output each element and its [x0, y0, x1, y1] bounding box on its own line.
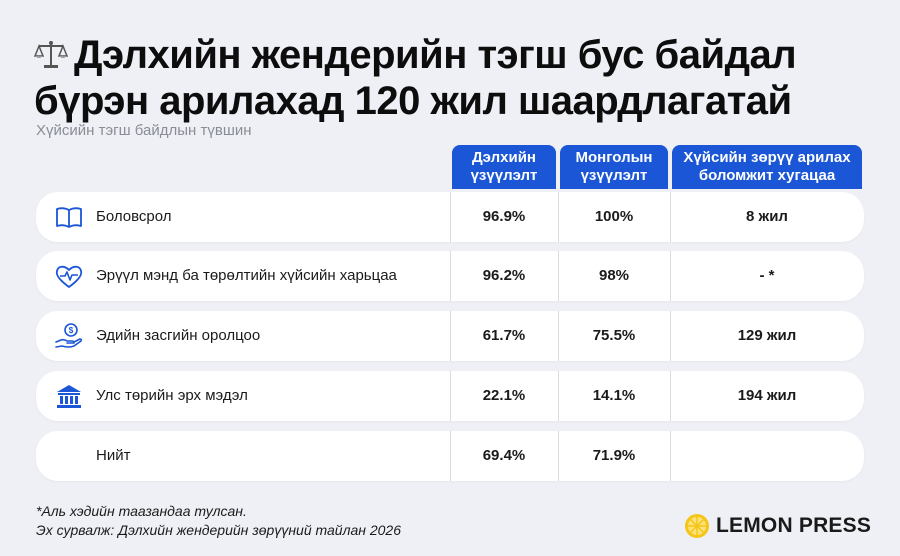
column-divider [450, 192, 451, 242]
mongolia-value: 98% [598, 267, 630, 284]
column-divider [670, 371, 671, 421]
page-title: Дэлхийн жендерийн тэгш бус байдал бүрэн … [34, 32, 874, 124]
gap-value: 8 жил [746, 208, 788, 225]
mongolia-value: 14.1% [592, 387, 636, 404]
column-divider [450, 251, 451, 301]
gap-value [672, 431, 862, 481]
world-value: 61.7% [482, 327, 526, 344]
world-value: 96.2% [482, 267, 526, 284]
table-row: Эрүүл мэнд ба төрөлтийн хүйсийн харьцаа … [36, 251, 864, 301]
heart-pulse-icon [55, 265, 83, 288]
mongolia-value: 100% [594, 208, 634, 225]
column-divider [450, 371, 451, 421]
book-icon [56, 207, 82, 228]
mongolia-value: 75.5% [592, 327, 636, 344]
column-divider [450, 431, 451, 481]
column-divider [558, 431, 559, 481]
gap-value: 129 жил [737, 327, 797, 344]
row-label: Эрүүл мэнд ба төрөлтийн хүйсийн харьцаа [96, 267, 397, 284]
table-row: Боловсрол 96.9% 100% 8 жил [36, 192, 864, 242]
page-title-text: Дэлхийн жендерийн тэгш бус байдал бүрэн … [34, 33, 797, 123]
lemon-icon [685, 514, 709, 538]
column-divider [558, 251, 559, 301]
column-divider [670, 431, 671, 481]
world-value: 96.9% [482, 208, 526, 225]
footnote-source: Эх сурвалж: Дэлхийн жендерийн зөрүүний т… [36, 522, 402, 538]
column-divider [670, 192, 671, 242]
row-label: Нийт [96, 447, 131, 464]
column-header-gap-text: Хүйсийн зөрүү арилах боломжит хугацаа [683, 149, 851, 184]
scale-icon [34, 41, 68, 68]
footnote: *Аль хэдийн таазандаа тулсан. Эх сурвалж… [36, 502, 401, 540]
world-value: 69.4% [482, 447, 526, 464]
column-header-gap: Хүйсийн зөрүү арилах боломжит хугацаа [672, 145, 862, 189]
column-divider [450, 311, 451, 361]
row-label: Эдийн засгийн оролцоо [96, 327, 261, 344]
row-label: Улс төрийн эрх мэдэл [96, 387, 248, 404]
gap-value: 194 жил [737, 387, 797, 404]
world-value: 22.1% [482, 387, 526, 404]
mongolia-value: 71.9% [592, 447, 636, 464]
brand-logo: LEMON PRESS [684, 512, 871, 540]
column-header-mongolia-text: Монголын үзүүлэлт [575, 149, 653, 184]
column-divider [558, 371, 559, 421]
footnote-note: *Аль хэдийн таазандаа тулсан. [36, 503, 247, 519]
column-divider [558, 311, 559, 361]
gap-value: - * [759, 267, 775, 284]
table-row: $ Эдийн засгийн оролцоо 61.7% 75.5% 129 … [36, 311, 864, 361]
column-divider [670, 251, 671, 301]
column-header-world-text: Дэлхийн үзүүлэлт [470, 149, 538, 184]
table-row: Улс төрийн эрх мэдэл 22.1% 14.1% 194 жил [36, 371, 864, 421]
table-row-total: Нийт 69.4% 71.9% [36, 431, 864, 481]
svg-text:$: $ [69, 326, 74, 335]
column-divider [558, 192, 559, 242]
government-building-icon [57, 385, 81, 408]
column-header-mongolia: Монголын үзүүлэлт [560, 145, 668, 189]
column-header-world: Дэлхийн үзүүлэлт [452, 145, 556, 189]
brand-name: LEMON PRESS [716, 514, 872, 537]
subtitle: Хүйсийн тэгш байдлын түвшин [36, 122, 252, 139]
column-divider [670, 311, 671, 361]
row-label: Боловсрол [96, 208, 172, 225]
hand-coin-icon: $ [55, 323, 83, 348]
